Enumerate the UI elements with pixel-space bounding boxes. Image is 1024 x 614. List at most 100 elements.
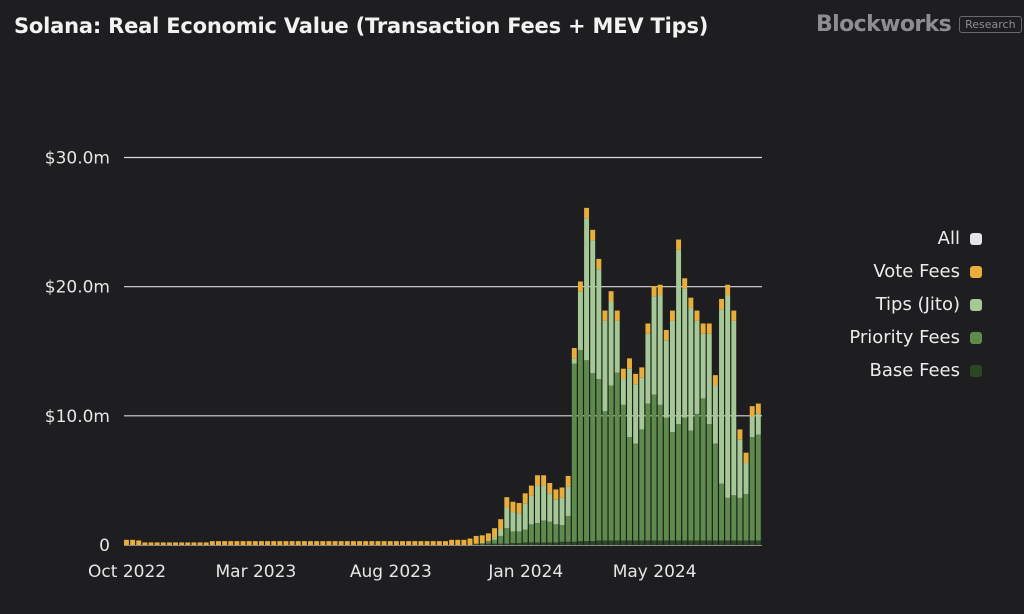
bar-segment: [719, 540, 724, 545]
bar-segment: [559, 524, 565, 542]
bar-segment: [430, 541, 436, 545]
bar-segment: [725, 540, 731, 545]
bar-segment: [504, 497, 510, 508]
bar-segment: [700, 333, 706, 399]
legend-swatch: [970, 364, 982, 377]
legend-item-base-fees[interactable]: Base Fees: [870, 360, 982, 381]
bar-segment: [289, 541, 295, 545]
bar-segment: [535, 475, 540, 486]
bar-segment: [651, 394, 657, 541]
bar-segment: [553, 489, 559, 500]
bar-segment: [645, 323, 651, 334]
x-tick-label: Mar 2023: [216, 562, 297, 582]
bar-segment: [565, 486, 571, 516]
bar-segment: [627, 358, 632, 369]
bar-segment: [387, 541, 393, 545]
bar-segment: [166, 542, 172, 545]
bar-segment: [676, 249, 682, 425]
bar-segment: [755, 413, 761, 435]
brand-name: Blockworks: [816, 12, 952, 37]
x-tick-label: May 2024: [613, 562, 697, 582]
bar-segment: [522, 529, 528, 543]
bar-segment: [473, 544, 479, 545]
bar-segment: [516, 531, 522, 544]
bar-segment: [731, 310, 737, 321]
bar-segment: [682, 278, 688, 289]
bar-segment: [185, 542, 191, 545]
bar-segment: [620, 404, 626, 541]
bar-segment: [565, 515, 571, 542]
bar-segment: [197, 542, 203, 545]
bar-segment: [663, 540, 669, 545]
legend-item-vote-fees[interactable]: Vote Fees: [873, 261, 982, 282]
bar-segment: [400, 541, 405, 545]
bar-segment: [209, 541, 215, 545]
bar-segment: [571, 358, 577, 364]
bar-segment: [663, 417, 669, 541]
bar-segment: [283, 541, 289, 545]
bar-segment: [700, 540, 706, 545]
bar-segment: [651, 540, 657, 545]
bar-segment: [314, 541, 320, 545]
bar-segment: [154, 542, 160, 545]
bar-segment: [639, 377, 645, 430]
bar-segment: [633, 540, 639, 545]
bar-segment: [510, 531, 516, 544]
bar-segment: [596, 379, 602, 541]
y-tick-label: $10.0m: [45, 407, 110, 427]
bar-segment: [743, 493, 749, 541]
bar-segment: [222, 541, 228, 545]
bar-segment: [712, 385, 718, 444]
bar-segment: [688, 430, 694, 541]
bar-segment: [719, 309, 724, 484]
bar-segment: [449, 539, 455, 545]
bar-segment: [694, 310, 700, 321]
bar-segment: [461, 539, 467, 545]
bar-segment: [485, 533, 491, 542]
bar-segment: [639, 429, 645, 541]
bar-segment: [577, 349, 583, 542]
bar-segment: [553, 499, 559, 525]
legend-item-tips[interactable]: Tips (Jito): [876, 294, 982, 315]
bar-segment: [479, 535, 485, 544]
bar-segment: [571, 363, 577, 542]
bar-segment: [473, 543, 479, 545]
legend-item-priority-fees[interactable]: Priority Fees: [849, 327, 982, 348]
bar-segment: [559, 541, 565, 545]
bar-segment: [350, 541, 356, 545]
bar-segment: [657, 404, 663, 541]
bar-segment: [737, 439, 743, 498]
bar-segment: [706, 424, 712, 541]
bar-segment: [719, 298, 724, 310]
y-tick-label: 0: [99, 536, 110, 556]
x-tick-label: Jan 2024: [487, 562, 563, 582]
legend-swatch: [970, 298, 982, 311]
bar-segment: [492, 528, 498, 538]
bar-segment: [645, 333, 651, 404]
legend-label: Priority Fees: [849, 327, 960, 348]
bar-segment: [535, 523, 540, 543]
chart-title: Solana: Real Economic Value (Transaction…: [14, 14, 709, 38]
legend-item-all[interactable]: All: [938, 228, 982, 249]
bar-segment: [522, 503, 528, 530]
bar-segment: [191, 542, 197, 545]
bar-segment: [516, 503, 522, 514]
bar-segment: [332, 541, 338, 545]
bar-segment: [277, 541, 283, 545]
bar-segment: [363, 541, 369, 545]
bar-segment: [234, 541, 240, 545]
bar-segment: [535, 485, 540, 524]
bar-segment: [608, 291, 614, 302]
bar-segment: [148, 542, 154, 545]
bar-segment: [620, 540, 626, 545]
bar-segment: [590, 240, 596, 374]
bar-segment: [596, 258, 602, 270]
bar-segment: [559, 487, 565, 498]
bar-segment: [381, 541, 387, 545]
bar-segment: [338, 541, 344, 545]
bar-segment: [124, 539, 129, 545]
bar-segment: [639, 540, 645, 545]
bar-segment: [295, 541, 301, 545]
bar-segment: [688, 297, 694, 308]
bar-segment: [706, 333, 712, 425]
